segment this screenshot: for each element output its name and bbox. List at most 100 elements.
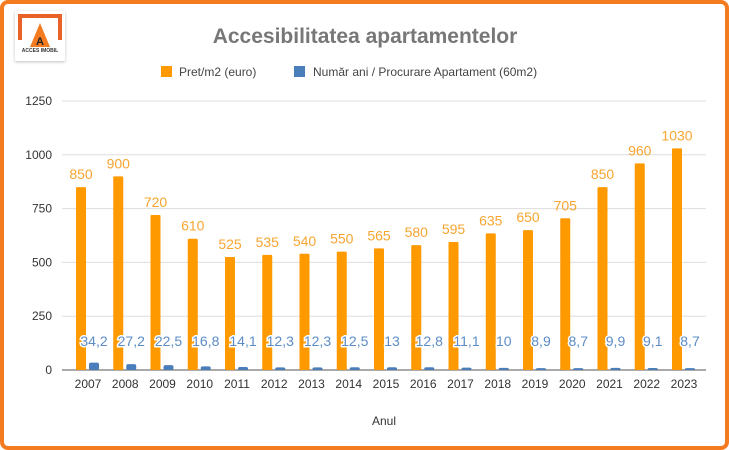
data-label-years: 9,1 [643, 333, 663, 349]
bar-price [225, 257, 235, 370]
x-tick-label: 2016 [410, 377, 437, 391]
bar-years [387, 367, 397, 370]
y-tick-label: 1250 [25, 94, 52, 108]
bar-years [275, 367, 286, 370]
data-label-price: 565 [367, 227, 391, 243]
x-tick-label: 2011 [224, 377, 250, 391]
data-label-years: 22,5 [155, 333, 182, 349]
bar-years [238, 366, 248, 370]
data-label-price: 1030 [661, 127, 692, 143]
bar-years [312, 367, 323, 370]
x-tick-label: 2015 [373, 377, 400, 391]
x-tick-label: 2022 [633, 377, 660, 391]
svg-text:A: A [36, 36, 44, 48]
bar-price [113, 176, 124, 370]
bar-price [523, 230, 533, 370]
data-label-price: 595 [442, 221, 466, 237]
data-label-price: 635 [479, 212, 503, 228]
bar-price [411, 245, 422, 370]
x-tick-label: 2018 [484, 377, 511, 391]
bar-price [672, 148, 682, 370]
bar-price [597, 187, 608, 370]
x-tick-label: 2019 [522, 377, 549, 391]
data-label-price: 850 [69, 166, 93, 182]
legend-label-years: Număr ani / Procurare Apartament (60m2) [313, 65, 537, 79]
data-label-years: 14,1 [229, 333, 256, 349]
bar-price [187, 238, 198, 370]
data-label-price: 540 [293, 233, 317, 249]
legend-swatch-years [294, 66, 305, 77]
chart-title: Accesibilitatea apartamentelor [213, 25, 518, 48]
bar-years [498, 367, 509, 370]
bar-years [200, 366, 211, 370]
bar-price [150, 215, 161, 370]
data-label-price: 580 [405, 224, 429, 240]
data-label-price: 705 [554, 197, 578, 213]
bar-chart: Accesibilitatea apartamentelor Pret/m2 (e… [25, 25, 706, 428]
data-label-years: 12,5 [341, 333, 368, 349]
x-tick-label: 2012 [261, 377, 288, 391]
data-label-price: 720 [144, 194, 168, 210]
bar-years [349, 367, 360, 370]
y-tick-label: 0 [45, 363, 52, 377]
data-label-years: 13 [384, 333, 400, 349]
bar-years [424, 367, 435, 370]
x-tick-label: 2013 [298, 377, 325, 391]
data-label-years: 8,9 [531, 333, 551, 349]
data-label-years: 12,8 [416, 333, 443, 349]
bar-price [262, 254, 273, 370]
data-label-years: 9,9 [606, 333, 626, 349]
y-tick-label: 250 [32, 309, 52, 323]
x-tick-label: 2008 [112, 377, 139, 391]
data-label-price: 535 [256, 234, 280, 250]
data-label-price: 960 [628, 142, 652, 158]
data-label-years: 27,2 [118, 333, 145, 349]
data-label-price: 610 [181, 218, 205, 234]
data-label-years: 10 [496, 333, 512, 349]
data-label-years: 8,7 [569, 333, 589, 349]
y-tick-label: 750 [32, 202, 52, 216]
bar-years [461, 367, 472, 370]
x-tick-label: 2023 [671, 377, 698, 391]
y-tick-label: 1000 [25, 148, 52, 162]
bar-price [634, 163, 645, 370]
data-label-years: 34,2 [80, 333, 107, 349]
data-label-price: 525 [218, 236, 242, 252]
bar-years [536, 368, 546, 370]
bar-price [76, 187, 86, 370]
x-tick-label: 2017 [447, 377, 474, 391]
legend-label-price: Pret/m2 (euro) [179, 65, 256, 79]
acces-imobil-logo: A ACCES IMOBIL [15, 11, 65, 61]
x-tick-label: 2020 [559, 377, 586, 391]
legend-swatch-price [161, 66, 172, 77]
data-label-years: 12,3 [304, 333, 331, 349]
data-label-price: 650 [516, 209, 540, 225]
bar-years [163, 365, 174, 370]
bar-price [485, 233, 496, 370]
bar-price [374, 248, 384, 370]
bar-price [448, 241, 459, 370]
bar-price [336, 251, 347, 370]
bar-years [685, 368, 695, 370]
bar-years [573, 368, 584, 370]
bar-years [89, 362, 99, 370]
bar-price [299, 253, 310, 370]
bar-price [560, 218, 571, 370]
data-label-years: 8,7 [680, 333, 700, 349]
data-label-price: 550 [330, 231, 354, 247]
x-tick-label: 2010 [186, 377, 213, 391]
x-axis-label: Anul [372, 414, 396, 428]
x-tick-label: 2009 [149, 377, 176, 391]
data-label-price: 850 [591, 166, 615, 182]
bar-years [126, 364, 137, 370]
data-label-years: 16,8 [192, 333, 219, 349]
x-tick-label: 2021 [596, 377, 623, 391]
y-tick-label: 500 [32, 255, 52, 269]
data-label-years: 12,3 [267, 333, 294, 349]
data-label-price: 900 [107, 155, 131, 171]
data-label-years: 11,1 [453, 333, 479, 349]
bar-years [610, 367, 621, 370]
x-tick-label: 2007 [75, 377, 102, 391]
bar-years [647, 368, 658, 370]
